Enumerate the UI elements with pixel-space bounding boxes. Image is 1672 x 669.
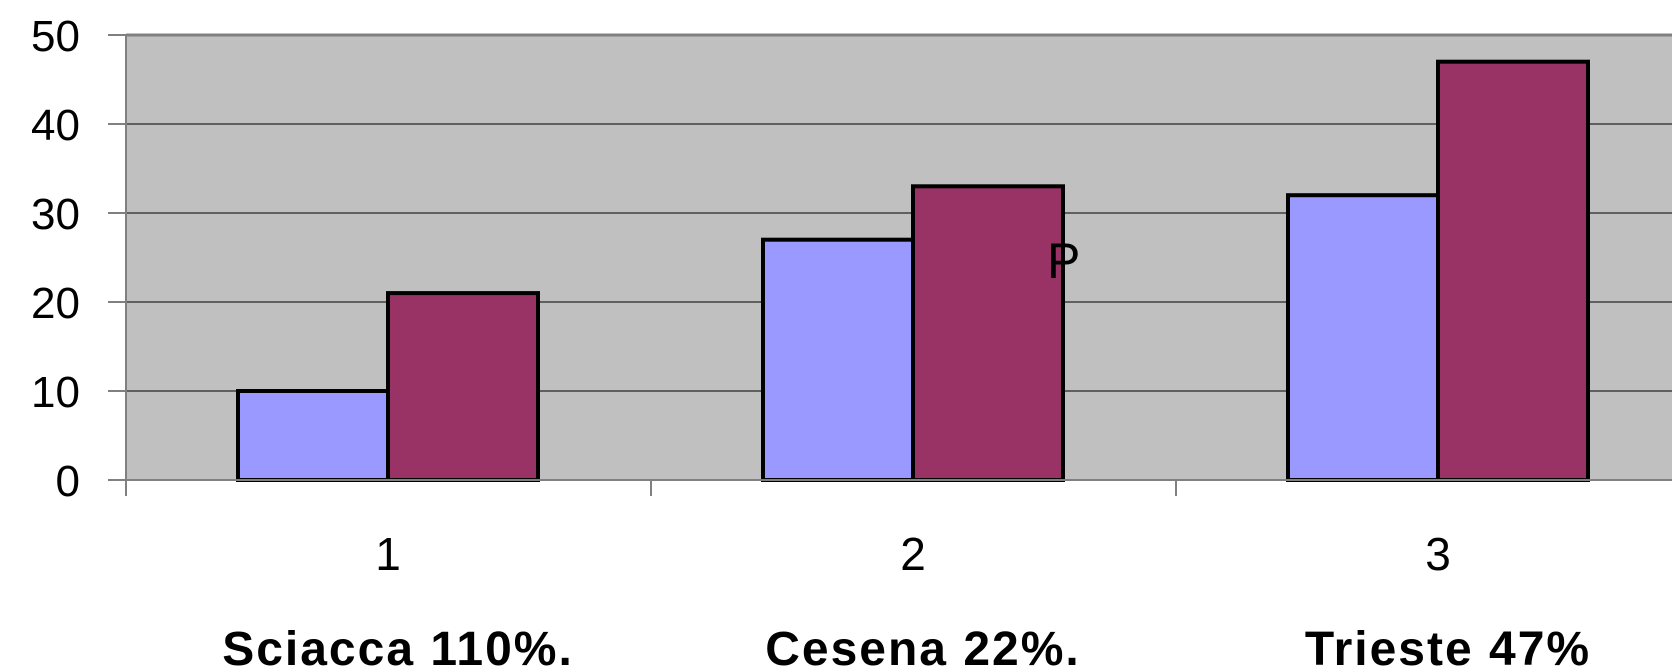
category-caption: Sciacca 110%. bbox=[222, 623, 574, 669]
y-tick-label: 30 bbox=[31, 190, 80, 239]
x-tick-label: 1 bbox=[375, 528, 401, 580]
bar-series-1-cat-2 bbox=[761, 237, 915, 482]
y-tick-label: 10 bbox=[31, 368, 80, 417]
annotation-label: P bbox=[1047, 233, 1080, 289]
category-caption: Cesena 22%. bbox=[765, 623, 1081, 669]
bar-series-2-cat-3 bbox=[1436, 59, 1590, 482]
x-tick-label: 3 bbox=[1425, 528, 1451, 580]
y-tick-label: 20 bbox=[31, 279, 80, 328]
y-tick-label: 0 bbox=[56, 457, 80, 506]
bar-series-2-cat-2 bbox=[911, 184, 1065, 483]
y-tick-label: 50 bbox=[31, 12, 80, 61]
y-tick-label: 40 bbox=[31, 101, 80, 150]
bar-series-1-cat-3 bbox=[1286, 193, 1440, 482]
x-tick-label: 2 bbox=[900, 528, 926, 580]
category-caption: Trieste 47% bbox=[1305, 623, 1591, 669]
bars bbox=[236, 59, 1590, 483]
x-axis-ticks: 1 Sciacca 110%. 2 Cesena 22%. 3 Trieste 47% bbox=[125, 480, 1591, 669]
bar-series-1-cat-1 bbox=[236, 389, 390, 482]
bar-series-2-cat-1 bbox=[386, 291, 540, 482]
y-axis-ticks: 0 10 20 30 40 50 bbox=[31, 12, 126, 506]
